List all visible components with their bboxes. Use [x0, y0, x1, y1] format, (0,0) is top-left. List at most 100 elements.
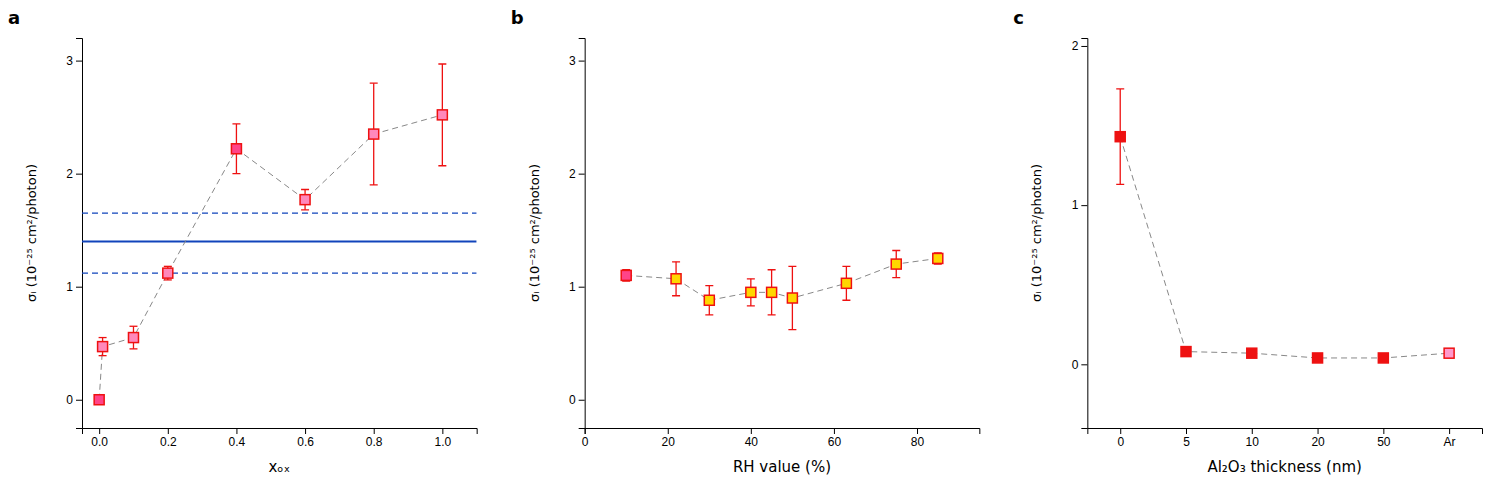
x-tick-label: 20: [1311, 435, 1325, 449]
x-tick-label: 0.2: [160, 435, 177, 449]
x-tick-mark: [1318, 428, 1319, 434]
y-tick-mark: [579, 400, 585, 401]
x-tick: 1.0: [435, 428, 452, 449]
error-bar-cap: [370, 184, 378, 185]
x-tick-label: Ar: [1444, 435, 1456, 449]
x-tick-mark: [917, 428, 918, 434]
marker: [369, 129, 379, 139]
x-tick: 0.6: [297, 428, 314, 449]
x-tick-mark: [1383, 428, 1384, 434]
y-axis-line: [1081, 39, 1088, 429]
x-axis-line: [1088, 429, 1483, 435]
y-tick-label: 0: [569, 393, 576, 407]
error-bar-cap: [705, 314, 713, 315]
marker: [704, 295, 714, 305]
error-bar-cap: [99, 355, 107, 356]
y-tick-mark: [1081, 205, 1087, 206]
y-tick-mark: [76, 61, 82, 62]
y-tick-label: 2: [569, 167, 576, 181]
x-tick: 80: [911, 428, 925, 449]
error-bar-cap: [768, 269, 776, 270]
y-tick-mark: [1081, 364, 1087, 365]
figure: 0.0 0.2 0.4 0.6 0.8 1.0 0 1 2 3 xₒₓ σᵢ (10⁻²⁵ cm²/p…: [0, 0, 1508, 486]
x-axis-line: [83, 429, 478, 435]
x-tick: 0.0: [91, 428, 108, 449]
y-axis-title: σᵢ (10⁻²⁵ cm²/photon): [527, 164, 542, 302]
error-bar-cap: [842, 266, 850, 267]
y-tick-mark: [579, 287, 585, 288]
y-axis-line: [76, 39, 83, 429]
error-bar: [788, 266, 796, 329]
y-tick: 1: [1072, 198, 1088, 212]
error-bar-cap: [672, 295, 680, 296]
error-bar-cap: [438, 165, 446, 166]
x-tick: 5: [1183, 428, 1190, 449]
marker: [163, 268, 173, 278]
x-tick: 0: [582, 428, 589, 449]
x-tick: 0.2: [160, 428, 177, 449]
y-tick-label: 3: [66, 54, 73, 68]
error-bar-cap: [788, 329, 796, 330]
y-tick-label: 1: [1072, 198, 1079, 212]
y-tick-label: 1: [66, 280, 73, 294]
x-tick: 0: [1117, 428, 1124, 449]
x-tick: 60: [828, 428, 842, 449]
plot-area: [82, 64, 477, 405]
error-bar: [438, 64, 446, 166]
y-axis-title: σᵢ (10⁻²⁵ cm²/photon): [24, 164, 39, 302]
error-bar: [705, 286, 713, 315]
panel-title: c: [1013, 7, 1024, 28]
error-bar: [164, 266, 172, 280]
error-bar-cap: [129, 348, 137, 349]
error-bar: [301, 189, 309, 209]
y-tick-mark: [76, 287, 82, 288]
marker: [891, 259, 901, 269]
x-tick-mark: [305, 428, 306, 434]
y-tick: 3: [569, 54, 585, 68]
x-axis: 0 20 40 60 80: [582, 428, 980, 449]
marker: [1378, 353, 1388, 363]
x-tick-label: 80: [911, 435, 925, 449]
panel: 0.00.20.40.60.81.00123xₒₓσᵢ (10⁻²⁵ cm²/p…: [8, 7, 477, 476]
x-tick: 0.4: [229, 428, 246, 449]
x-tick: Ar: [1444, 428, 1456, 449]
x-tick: 20: [662, 428, 676, 449]
x-axis-line: [585, 429, 980, 435]
x-tick-mark: [236, 428, 237, 434]
x-tick-label: 0.4: [229, 435, 246, 449]
y-tick: 1: [569, 280, 585, 294]
y-tick-mark: [1081, 46, 1087, 47]
x-tick-mark: [1120, 428, 1121, 434]
x-tick-mark: [1449, 428, 1450, 434]
y-tick: 2: [1072, 39, 1088, 53]
plot-area: [621, 251, 943, 330]
x-axis-title: xₒₓ: [268, 458, 290, 476]
x-tick-label: 40: [745, 435, 759, 449]
error-bar-cap: [129, 326, 137, 327]
y-tick-label: 1: [569, 280, 576, 294]
y-tick-mark: [76, 174, 82, 175]
connecting-line: [1120, 137, 1449, 358]
x-tick-label: 0.8: [366, 435, 383, 449]
y-tick: 0: [1072, 358, 1088, 372]
x-tick-label: 20: [662, 435, 676, 449]
error-bar-cap: [788, 266, 796, 267]
error-bar: [129, 326, 137, 349]
x-tick-label: 0.6: [297, 435, 314, 449]
reference-line: [82, 241, 477, 243]
marker: [1181, 347, 1191, 357]
y-tick-mark: [579, 174, 585, 175]
error-bar: [842, 266, 850, 300]
marker: [671, 274, 681, 284]
x-tick: 20: [1311, 428, 1325, 449]
x-tick-mark: [168, 428, 169, 434]
marker: [300, 195, 310, 205]
error-bar-cap: [705, 285, 713, 286]
x-tick-label: 0: [582, 435, 589, 449]
x-tick-mark: [374, 428, 375, 434]
x-axis-title: RH value (%): [733, 458, 831, 476]
error-bar: [370, 83, 378, 185]
error-bar-cap: [1116, 88, 1124, 89]
marker: [1313, 353, 1323, 363]
panel: 0 20 40 60 80 0 1 2 3 RH value (%) σᵢ (10⁻²⁵ cm²/p…: [511, 7, 980, 476]
